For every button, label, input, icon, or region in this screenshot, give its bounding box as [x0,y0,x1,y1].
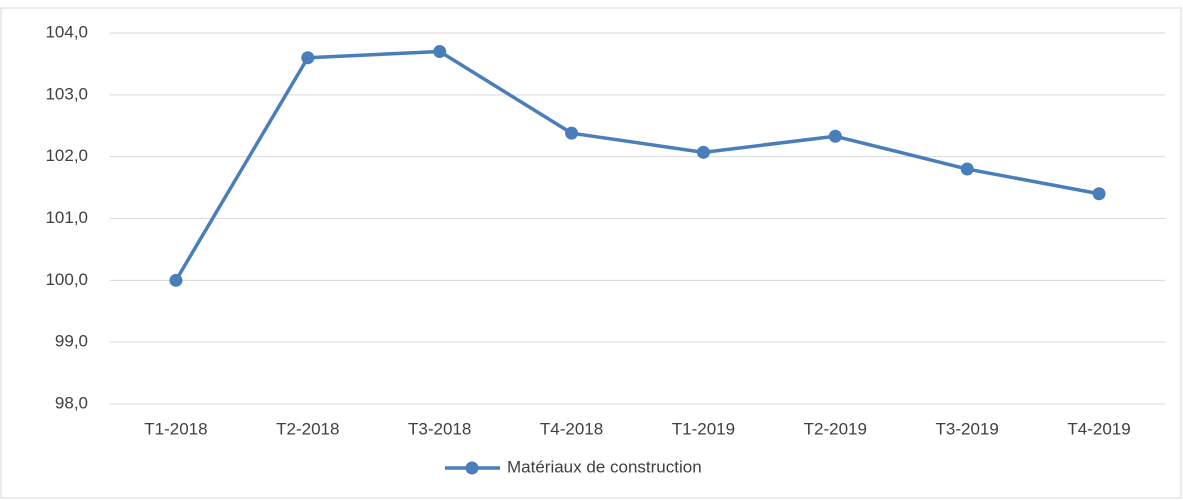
legend-marker [465,461,479,475]
x-tick-label: T3-2019 [936,419,999,438]
y-tick-label: 99,0 [55,332,88,351]
data-point [301,51,315,65]
data-point [828,129,842,143]
x-tick-label: T1-2018 [144,419,207,438]
y-tick-label: 98,0 [55,393,88,412]
x-tick-label: T2-2019 [804,419,867,438]
data-point [696,145,710,159]
y-tick-label: 103,0 [45,84,88,103]
y-tick-label: 104,0 [45,22,88,41]
legend-label: Matériaux de construction [507,457,702,476]
series-line [174,49,1100,282]
x-tick-label: T4-2018 [540,419,603,438]
data-point [565,126,579,140]
data-point [169,273,183,287]
data-point [960,162,974,176]
x-tick-label: T3-2018 [408,419,471,438]
y-tick-label: 102,0 [45,146,88,165]
data-point [1092,187,1106,201]
x-tick-label: T1-2019 [672,419,735,438]
chart-border [0,7,1182,499]
data-point [433,45,447,59]
y-tick-label: 100,0 [45,270,88,289]
x-tick-label: T2-2018 [276,419,339,438]
x-tick-label: T4-2019 [1067,419,1130,438]
y-tick-label: 101,0 [45,208,88,227]
